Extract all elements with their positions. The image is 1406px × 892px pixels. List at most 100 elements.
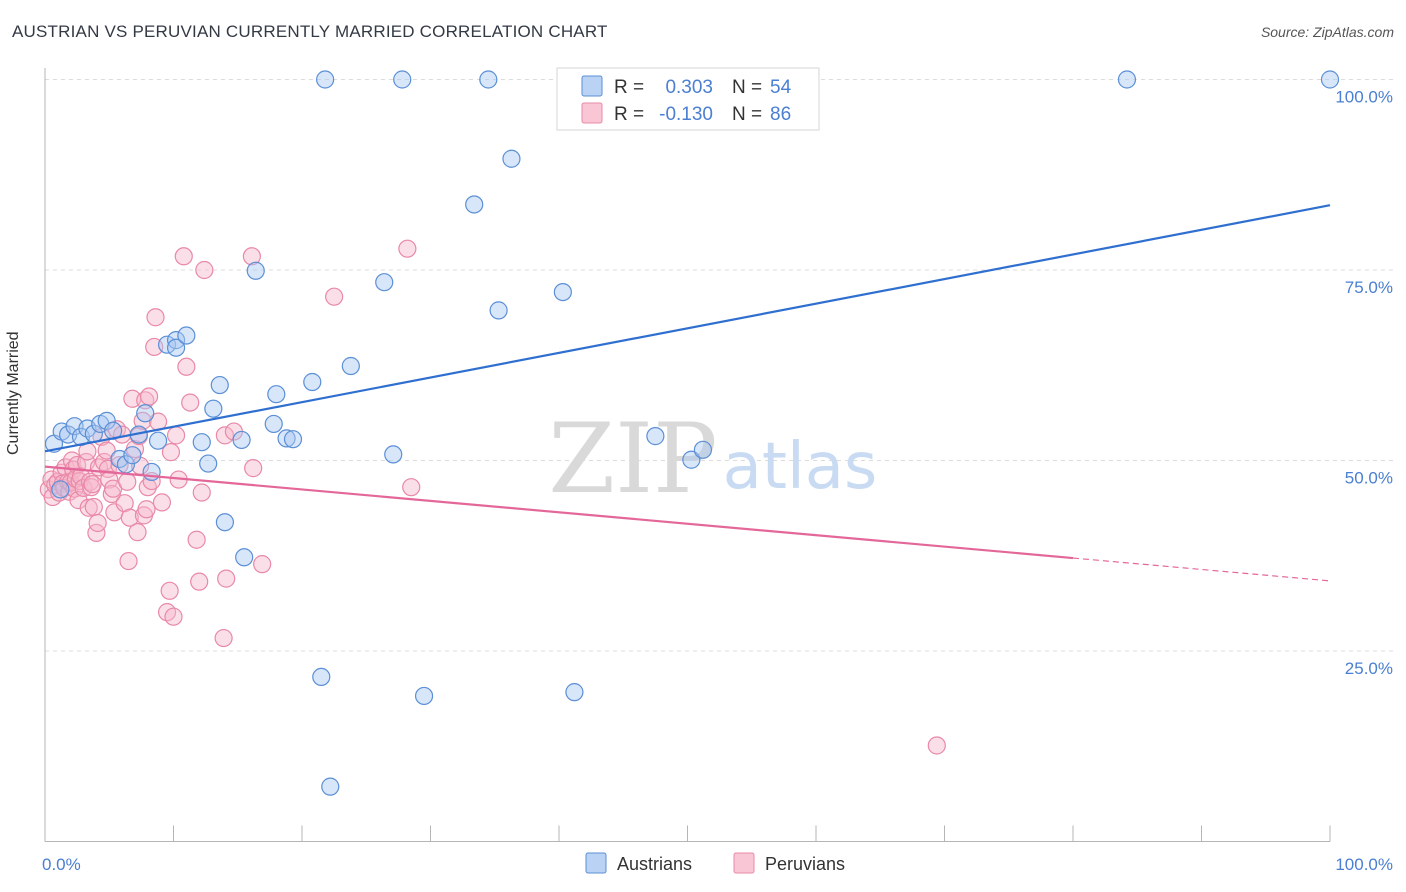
peruvians-point bbox=[214, 628, 233, 648]
austrians-point bbox=[192, 433, 211, 452]
peruvians-point bbox=[161, 443, 181, 462]
austrians-point bbox=[321, 777, 340, 796]
peruvians-point bbox=[195, 260, 214, 280]
peruvians-point bbox=[177, 357, 196, 376]
peruvians-point bbox=[215, 426, 234, 445]
austrians-point bbox=[682, 450, 701, 469]
bottom-legend: Austrians Peruvians bbox=[585, 852, 845, 874]
austrians-point bbox=[210, 375, 229, 395]
peruvians-point bbox=[174, 247, 193, 266]
austrians-point bbox=[267, 385, 286, 404]
austrians-point bbox=[283, 430, 303, 449]
peruvians-trend-extension bbox=[1072, 557, 1331, 582]
austrians-point bbox=[312, 667, 331, 687]
austrians-point bbox=[51, 480, 70, 499]
peruvians-point bbox=[160, 581, 179, 600]
legend-n-label: N = bbox=[732, 77, 762, 98]
austrians-point bbox=[232, 430, 251, 450]
austrians-point bbox=[277, 429, 296, 448]
austrians-point bbox=[142, 462, 161, 482]
legend-r-value: 0.303 bbox=[665, 77, 713, 98]
peruvians-point bbox=[97, 441, 116, 460]
peruvians-point bbox=[166, 426, 186, 445]
peruvians-point bbox=[139, 387, 159, 406]
peruvians-legend-label: Peruvians bbox=[765, 854, 845, 874]
austrians-points bbox=[44, 70, 1340, 796]
legend-n-label: N = bbox=[732, 104, 762, 125]
peruvians-point bbox=[181, 393, 200, 412]
peruvians-point bbox=[253, 555, 272, 574]
austrians-point bbox=[341, 356, 360, 376]
peruvians-point bbox=[120, 508, 139, 527]
peruvians-point bbox=[115, 494, 134, 513]
peruvians-point bbox=[242, 247, 261, 266]
peruvians-point bbox=[128, 523, 147, 542]
peruvians-trend-line bbox=[44, 465, 1074, 560]
austrians-point bbox=[136, 404, 155, 423]
chart-title: AUSTRIAN VS PERUVIAN CURRENTLY MARRIED C… bbox=[12, 22, 608, 41]
peruvians-point bbox=[398, 239, 417, 258]
peruvians-point bbox=[217, 569, 236, 588]
peruvians-point bbox=[119, 551, 138, 571]
x-tick-label: 100.0% bbox=[1335, 855, 1393, 874]
peruvians-point bbox=[244, 459, 263, 478]
peruvians-point bbox=[190, 572, 209, 591]
peruvians-point bbox=[88, 513, 107, 533]
austrians-point bbox=[97, 411, 116, 430]
legend-n-value: 86 bbox=[770, 104, 791, 125]
austrians-point bbox=[502, 149, 521, 168]
y-tick-label: 100.0% bbox=[1335, 88, 1393, 107]
austrians-point bbox=[646, 427, 665, 446]
austrians-point bbox=[166, 331, 186, 350]
austrians-point bbox=[215, 513, 234, 532]
peruvians-point bbox=[927, 736, 946, 755]
watermark-atlas: atlas bbox=[723, 430, 878, 504]
peruvians-point bbox=[83, 475, 102, 494]
austrians-point bbox=[553, 282, 572, 302]
austrians-point bbox=[177, 326, 196, 345]
x-tick-label: 0.0% bbox=[42, 855, 81, 874]
peruvians-point bbox=[164, 607, 183, 626]
peruvians-point bbox=[152, 493, 172, 512]
austrians-trend-line bbox=[44, 204, 1331, 453]
austrians-legend-label: Austrians bbox=[617, 854, 692, 874]
austrians-legend-swatch bbox=[581, 75, 603, 97]
peruvians-point bbox=[146, 308, 165, 327]
peruvians-point bbox=[187, 530, 206, 549]
austrians-point bbox=[123, 446, 142, 465]
austrians-point bbox=[375, 273, 394, 292]
y-tick-label: 50.0% bbox=[1345, 469, 1393, 488]
legend-r-value: -0.130 bbox=[659, 104, 713, 125]
austrians-point bbox=[479, 70, 498, 89]
peruvians-point bbox=[325, 287, 344, 306]
peruvians-point bbox=[192, 483, 211, 502]
austrians-point bbox=[264, 414, 283, 434]
y-tick-label: 75.0% bbox=[1345, 278, 1393, 297]
austrians-point bbox=[1117, 70, 1137, 89]
austrians-point bbox=[465, 195, 484, 214]
austrians-point bbox=[384, 445, 403, 464]
peruvians-point bbox=[79, 498, 98, 517]
legend-n-value: 54 bbox=[770, 77, 792, 98]
austrians-bottom-swatch bbox=[585, 852, 607, 874]
austrians-point bbox=[246, 261, 265, 280]
austrians-point bbox=[316, 70, 335, 89]
austrians-point bbox=[148, 431, 168, 450]
peruvians-point bbox=[118, 472, 137, 491]
legend: R = 0.303 N = 54 R = -0.130 N = 86 bbox=[556, 67, 820, 131]
y-tick-label: 25.0% bbox=[1345, 659, 1393, 678]
austrians-point bbox=[565, 683, 584, 702]
source-credit: Source: ZipAtlas.com bbox=[1260, 24, 1394, 40]
tick-labels: 25.0% 50.0% 75.0% 100.0% 0.0% 100.0% bbox=[42, 88, 1393, 875]
austrians-point bbox=[489, 301, 508, 320]
watermark-zip: ZIP bbox=[548, 403, 717, 515]
peruvians-point bbox=[137, 500, 156, 519]
austrians-point bbox=[166, 338, 186, 357]
legend-r-label: R = bbox=[614, 77, 644, 98]
austrians-point bbox=[1320, 70, 1340, 89]
austrians-point bbox=[199, 454, 218, 473]
austrians-point bbox=[414, 686, 434, 706]
watermark: ZIP atlas bbox=[548, 403, 877, 515]
peruvians-bottom-swatch bbox=[733, 852, 755, 874]
